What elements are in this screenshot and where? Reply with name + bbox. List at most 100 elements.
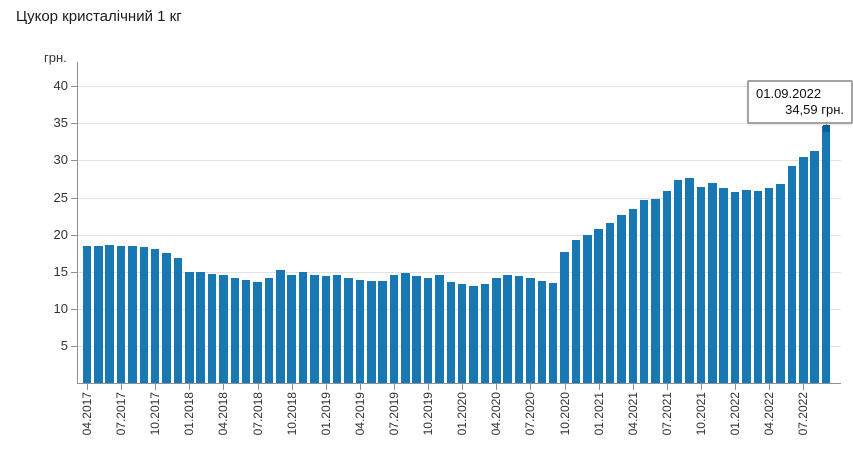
bar[interactable] <box>628 209 637 383</box>
x-axis-tick <box>564 384 566 390</box>
bar[interactable] <box>276 270 285 383</box>
bar[interactable] <box>389 274 399 383</box>
bar[interactable] <box>730 192 740 383</box>
bar[interactable] <box>571 239 581 383</box>
bar[interactable] <box>560 252 569 383</box>
bar[interactable] <box>639 199 649 383</box>
bar[interactable] <box>264 278 274 383</box>
bar[interactable] <box>310 275 319 383</box>
bar[interactable] <box>719 187 728 383</box>
y-tick-label: 30 <box>53 152 68 168</box>
bar[interactable] <box>287 274 296 383</box>
bar[interactable] <box>492 278 501 383</box>
x-axis-tick <box>121 384 123 390</box>
bar[interactable] <box>150 249 160 383</box>
bar[interactable] <box>708 183 717 383</box>
bar[interactable] <box>537 281 547 383</box>
x-axis-tick <box>462 384 464 390</box>
x-tick-label: 04.2019 <box>352 392 367 436</box>
x-tick-label: 07.2022 <box>796 392 811 436</box>
bar[interactable] <box>367 281 376 383</box>
bar[interactable] <box>423 277 433 383</box>
bar[interactable] <box>207 273 217 383</box>
bar[interactable] <box>116 245 126 383</box>
y-axis-tick <box>71 123 77 125</box>
bar[interactable] <box>776 184 785 383</box>
y-gridline <box>78 234 841 236</box>
y-tick-label: 20 <box>53 226 68 242</box>
tooltip: 01.09.2022 34,59 грн. <box>747 80 853 124</box>
y-axis-tick <box>71 234 77 236</box>
bar[interactable] <box>514 276 524 383</box>
bar[interactable] <box>94 245 103 383</box>
bar[interactable] <box>526 278 535 383</box>
bar[interactable] <box>219 275 228 383</box>
bar[interactable] <box>332 274 342 383</box>
y-axis-tick <box>71 160 77 162</box>
x-tick-label: 01.2021 <box>591 392 606 436</box>
bar[interactable] <box>662 190 672 383</box>
x-axis-tick <box>700 384 702 390</box>
bar[interactable] <box>446 282 456 383</box>
y-axis-tick <box>71 86 77 88</box>
bar[interactable] <box>435 275 444 383</box>
bar[interactable] <box>821 126 831 383</box>
x-axis-tick <box>666 384 668 390</box>
bar[interactable] <box>594 229 603 383</box>
bar[interactable] <box>742 190 751 383</box>
x-tick-label: 04.2021 <box>625 392 640 436</box>
y-tick-label: 10 <box>53 300 68 316</box>
bar[interactable] <box>173 258 183 383</box>
x-tick-label: 10.2018 <box>284 392 299 436</box>
bar[interactable] <box>583 234 592 383</box>
bar[interactable] <box>355 279 365 383</box>
bar[interactable] <box>185 272 194 383</box>
bar[interactable] <box>412 276 421 383</box>
bar[interactable] <box>457 284 467 383</box>
x-tick-label: 01.2022 <box>728 392 743 436</box>
bar[interactable] <box>810 151 819 383</box>
bar[interactable] <box>139 247 149 383</box>
x-axis-line <box>77 383 841 384</box>
bar[interactable] <box>799 157 808 383</box>
bar[interactable] <box>128 246 137 383</box>
bar[interactable] <box>196 272 205 383</box>
bar[interactable] <box>321 276 331 383</box>
bar[interactable] <box>253 282 262 383</box>
x-axis-tick <box>393 384 395 390</box>
bar[interactable] <box>651 198 660 383</box>
bar[interactable] <box>105 244 114 383</box>
bar[interactable] <box>696 187 706 383</box>
bar[interactable] <box>298 272 308 383</box>
bar[interactable] <box>764 187 774 383</box>
bar[interactable] <box>401 273 410 383</box>
bar[interactable] <box>230 278 240 383</box>
bar[interactable] <box>162 253 171 383</box>
bar[interactable] <box>548 282 558 383</box>
bar[interactable] <box>82 246 92 383</box>
x-axis-tick <box>496 384 498 390</box>
x-axis-tick <box>632 384 634 390</box>
bar[interactable] <box>685 178 694 383</box>
x-axis-tick <box>598 384 600 390</box>
bar[interactable] <box>344 277 353 383</box>
bar[interactable] <box>753 190 763 383</box>
bar[interactable] <box>241 279 251 383</box>
bar[interactable] <box>617 215 626 383</box>
bar[interactable] <box>605 222 615 383</box>
bar[interactable] <box>503 274 512 383</box>
bar[interactable] <box>378 280 387 383</box>
y-axis-line <box>77 62 78 384</box>
y-gridline <box>78 160 841 162</box>
y-gridline <box>78 197 841 199</box>
bar[interactable] <box>480 284 490 383</box>
bar[interactable] <box>469 285 478 383</box>
page-title: Цукор кристалічний 1 кг <box>16 8 182 25</box>
bar[interactable] <box>787 165 797 383</box>
x-axis-tick <box>769 384 771 390</box>
y-axis-tick <box>71 308 77 310</box>
bar[interactable] <box>673 179 683 383</box>
x-tick-label: 04.2017 <box>80 392 94 436</box>
x-axis-tick <box>359 384 361 390</box>
